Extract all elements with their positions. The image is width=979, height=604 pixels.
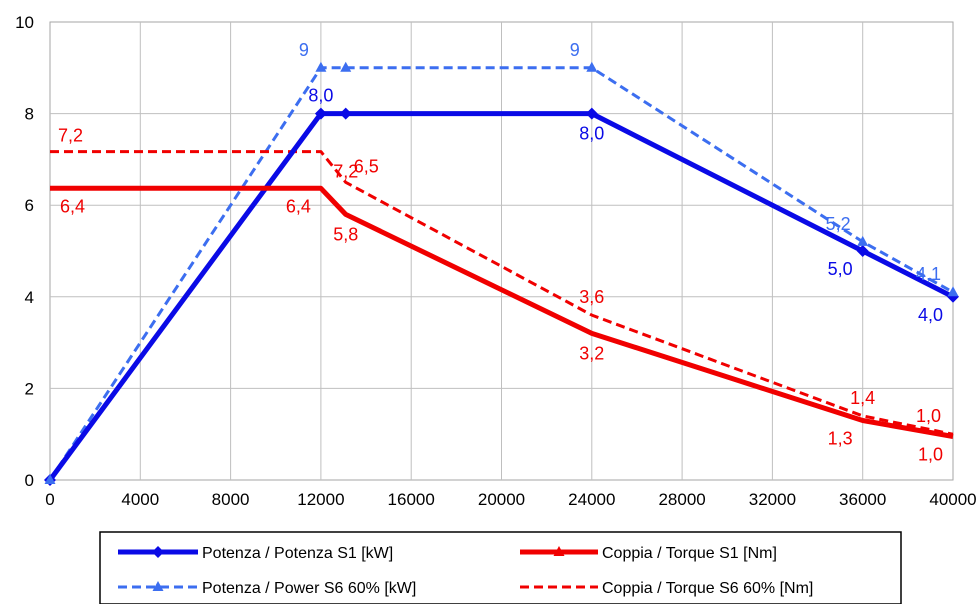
chart-data-labels: 8,0 8,0 5,0 4,0 6,4 6,4 5,8 3,2 1,3 1,0 9 9 5,2 4,1 7,…	[58, 40, 943, 465]
legend-marker-0	[152, 546, 164, 558]
series-marker-0	[856, 245, 869, 257]
x-tick-label: 4000	[121, 490, 159, 509]
data-label: 9	[299, 40, 309, 60]
x-tick-label: 24000	[568, 490, 615, 509]
data-label: 8,0	[579, 124, 604, 144]
data-label: 5,2	[826, 214, 851, 234]
chart-legend: Potenza / Potenza S1 [kW] Coppia / Torque…	[99, 531, 902, 604]
y-tick-label: 2	[25, 379, 34, 398]
series-line-2	[48, 66, 954, 481]
series-marker-2	[586, 61, 598, 72]
chart-axes: 0 4000 8000 12000 16000 20000 24000 28000 32000 3…	[15, 13, 977, 509]
y-tick-label: 6	[25, 196, 34, 215]
legend-marker-1	[553, 546, 565, 556]
data-label: 4,0	[918, 305, 943, 325]
data-label: 1,3	[828, 428, 853, 448]
data-label: 7,2	[58, 126, 83, 146]
y-tick-label: 8	[25, 105, 34, 124]
y-tick-label: 10	[15, 13, 34, 32]
x-tick-label: 20000	[478, 490, 525, 509]
legend-marker-2	[152, 581, 164, 591]
y-tick-label: 4	[25, 288, 34, 307]
series-marker-2	[44, 474, 56, 484]
y-tick-label: 0	[25, 471, 34, 490]
data-label: 1,0	[918, 444, 943, 464]
data-label: 1,4	[850, 388, 875, 408]
data-label: 6,4	[286, 196, 311, 216]
data-label: 7,2	[333, 162, 358, 182]
x-tick-label: 12000	[297, 490, 344, 509]
legend-label-2: Potenza / Power S6 60% [kW]	[202, 580, 416, 597]
data-label: 5,8	[333, 224, 358, 244]
legend-label-0: Potenza / Potenza S1 [kW]	[202, 545, 393, 562]
series-marker-0	[585, 107, 598, 120]
series-marker-2	[315, 61, 327, 72]
series-marker-2	[340, 61, 352, 72]
x-tick-label: 16000	[388, 490, 435, 509]
x-tick-label: 36000	[839, 490, 886, 509]
series-line-0	[47, 111, 955, 482]
chart-series	[44, 61, 959, 486]
data-label: 3,6	[579, 287, 604, 307]
data-label: 6,5	[354, 156, 379, 176]
chart-grid	[49, 21, 954, 481]
x-tick-label: 32000	[749, 490, 796, 509]
series-marker-2	[947, 286, 959, 297]
series-line-3	[50, 150, 954, 436]
x-tick-label: 0	[45, 490, 54, 509]
series-marker-2	[857, 235, 869, 246]
data-label: 5,0	[828, 259, 853, 279]
data-label: 6,4	[60, 196, 85, 216]
x-tick-label: 8000	[212, 490, 250, 509]
data-label: 3,2	[579, 343, 604, 363]
series-line-1	[50, 185, 954, 439]
data-label: 1,0	[916, 406, 941, 426]
series-marker-0	[339, 107, 352, 120]
legend-label-3: Coppia / Torque S6 60% [Nm]	[602, 580, 813, 597]
legend-box	[99, 531, 902, 604]
data-label: 4,1	[916, 264, 941, 284]
x-tick-label: 40000	[929, 490, 976, 509]
data-label: 8,0	[308, 86, 333, 106]
x-tick-label: 28000	[658, 490, 705, 509]
legend-label-1: Coppia / Torque S1 [Nm]	[602, 545, 777, 562]
data-label: 9	[570, 40, 580, 60]
series-marker-0	[314, 107, 327, 120]
